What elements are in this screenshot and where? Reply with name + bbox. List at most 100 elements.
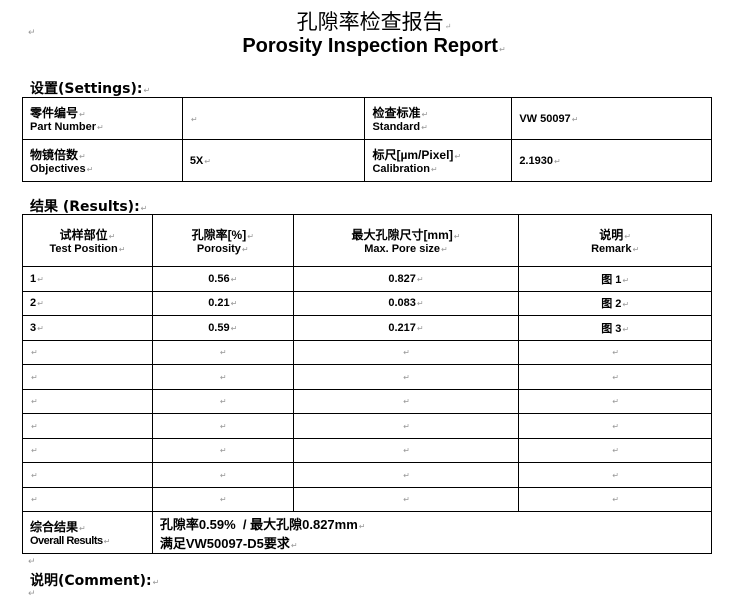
col-header-position: 试样部位Test Position — [22, 214, 153, 267]
cell-max-pore-size[interactable] — [292, 339, 520, 365]
paragraph-mark: ↵ — [28, 589, 36, 599]
cell-remark[interactable] — [518, 364, 712, 390]
cell-text — [30, 395, 38, 407]
cell-remark[interactable]: 图 3 — [518, 315, 712, 341]
cell-porosity[interactable] — [151, 364, 294, 390]
cell-porosity[interactable] — [151, 339, 294, 365]
comment-heading: 说明(Comment): — [30, 570, 159, 590]
cell-text — [30, 493, 38, 505]
col-header-max-pore: 最大孔隙尺寸[mm]Max. Pore size — [292, 214, 520, 267]
cell-text — [611, 346, 619, 358]
table-row: 1 0.56 0.827 图 1 — [22, 266, 712, 292]
cell-text — [611, 469, 619, 481]
part-number-value[interactable] — [181, 97, 366, 140]
cell-remark[interactable]: 图 2 — [518, 290, 712, 316]
cell-remark[interactable] — [518, 462, 712, 488]
standard-value[interactable]: VW 50097 — [511, 97, 712, 140]
cell-text — [219, 493, 227, 505]
paragraph-mark: ↵ — [28, 28, 36, 38]
overall-results-value[interactable]: 孔隙率0.59% / 最大孔隙0.827mm满足VW50097-D5要求 — [151, 511, 713, 554]
cell-remark[interactable] — [518, 339, 712, 365]
cell-position[interactable] — [22, 486, 153, 512]
cell-text: 图 3 — [601, 323, 629, 335]
cell-text — [611, 420, 619, 432]
cell-position[interactable] — [22, 339, 153, 365]
cell-porosity[interactable]: 0.56 — [151, 266, 294, 292]
results-table: 试样部位Test Position 孔隙率[%]Porosity 最大孔隙尺寸[… — [22, 214, 712, 512]
cell-text: 图 2 — [601, 298, 629, 310]
overall-results-label: 综合结果Overall Results — [22, 511, 153, 554]
cell-porosity[interactable] — [151, 437, 294, 463]
cell-text: 0.59 — [208, 322, 237, 334]
cell-text — [611, 395, 619, 407]
cell-porosity[interactable]: 0.21 — [151, 290, 294, 316]
report-title-en: Porosity Inspection Report — [0, 35, 748, 58]
cell-porosity[interactable]: 0.59 — [151, 315, 294, 341]
cell-max-pore-size[interactable]: 0.827 — [292, 266, 520, 292]
cell-text: 0.083 — [388, 297, 423, 309]
cell-text — [219, 346, 227, 358]
cell-position[interactable]: 1 — [22, 266, 153, 292]
cell-text: 3 — [30, 322, 44, 334]
table-row: 3 0.59 0.217 图 3 — [22, 315, 712, 341]
cell-position[interactable] — [22, 462, 153, 488]
cell-position[interactable] — [22, 413, 153, 439]
calibration-value[interactable]: 2.1930 — [511, 139, 712, 182]
cell-text: 2 — [30, 297, 44, 309]
objectives-value[interactable]: 5X — [181, 139, 366, 182]
cell-position[interactable] — [22, 437, 153, 463]
cell-porosity[interactable] — [151, 486, 294, 512]
cell-text — [402, 493, 410, 505]
cell-position[interactable] — [22, 388, 153, 414]
cell-max-pore-size[interactable] — [292, 462, 520, 488]
cell-text — [219, 371, 227, 383]
cell-text: 0.21 — [208, 297, 237, 309]
cell-porosity[interactable] — [151, 388, 294, 414]
results-header-row: 试样部位Test Position 孔隙率[%]Porosity 最大孔隙尺寸[… — [22, 214, 712, 267]
report-title-cn: 孔隙率检查报告 — [0, 6, 748, 36]
paragraph-mark: ↵ — [28, 557, 36, 567]
cell-max-pore-size[interactable] — [292, 413, 520, 439]
settings-table: 零件编号Part Number 检查标准Standard VW 50097 物镜… — [22, 97, 712, 182]
cell-remark[interactable] — [518, 437, 712, 463]
cell-text — [402, 395, 410, 407]
overall-results-table: 综合结果Overall Results 孔隙率0.59% / 最大孔隙0.827… — [22, 511, 713, 554]
cell-porosity[interactable] — [151, 413, 294, 439]
cell-remark[interactable] — [518, 486, 712, 512]
cell-position[interactable]: 3 — [22, 315, 153, 341]
cell-text — [30, 371, 38, 383]
standard-label: 检查标准Standard — [364, 97, 513, 140]
settings-heading: 设置(Settings): — [30, 78, 150, 98]
cell-text — [611, 371, 619, 383]
cell-text — [219, 395, 227, 407]
cell-max-pore-size[interactable] — [292, 437, 520, 463]
cell-max-pore-size[interactable]: 0.083 — [292, 290, 520, 316]
cell-max-pore-size[interactable] — [292, 364, 520, 390]
cell-text — [611, 493, 619, 505]
cell-text — [402, 371, 410, 383]
cell-remark[interactable]: 图 1 — [518, 266, 712, 292]
table-row — [22, 413, 712, 439]
cell-max-pore-size[interactable] — [292, 388, 520, 414]
table-row — [22, 339, 712, 365]
cell-text — [30, 420, 38, 432]
cell-text: 图 1 — [601, 274, 629, 286]
cell-position[interactable]: 2 — [22, 290, 153, 316]
col-header-remark: 说明Remark — [518, 214, 712, 267]
cell-max-pore-size[interactable]: 0.217 — [292, 315, 520, 341]
cell-porosity[interactable] — [151, 462, 294, 488]
cell-text — [219, 420, 227, 432]
cell-text — [30, 444, 38, 456]
cell-text: 0.56 — [208, 273, 237, 285]
cell-remark[interactable] — [518, 413, 712, 439]
cell-position[interactable] — [22, 364, 153, 390]
objectives-label: 物镜倍数Objectives — [22, 139, 183, 182]
cell-max-pore-size[interactable] — [292, 486, 520, 512]
cell-remark[interactable] — [518, 388, 712, 414]
cell-text — [402, 420, 410, 432]
calibration-label: 标尺[µm/Pixel]Calibration — [364, 139, 513, 182]
cell-text: 0.217 — [388, 322, 423, 334]
cell-text — [219, 469, 227, 481]
part-number-label: 零件编号Part Number — [22, 97, 183, 140]
